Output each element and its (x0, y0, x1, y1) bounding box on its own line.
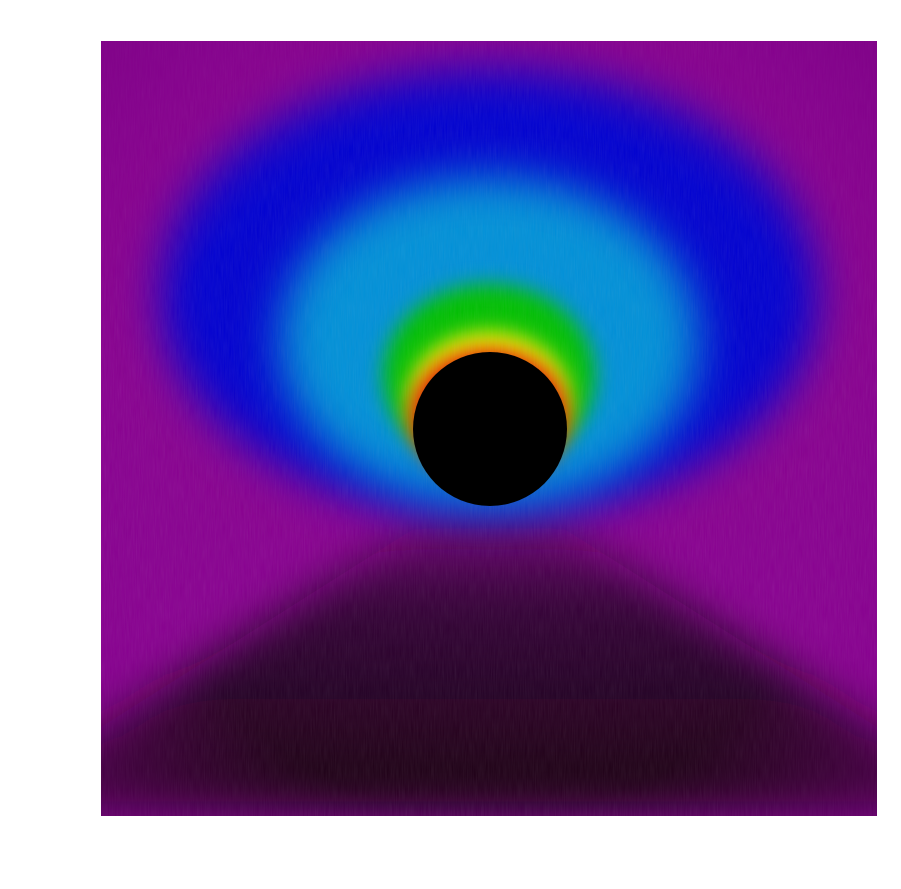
false-color-render (101, 41, 877, 816)
dark-sphere (413, 352, 567, 506)
render-canvas (101, 41, 877, 816)
